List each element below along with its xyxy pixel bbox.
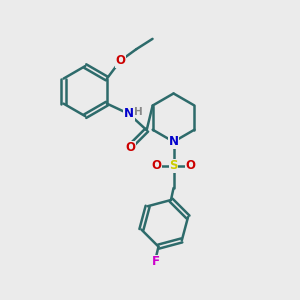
Text: O: O [152,159,161,172]
Text: O: O [186,159,196,172]
Text: O: O [115,54,125,68]
Text: N: N [124,107,134,120]
Text: S: S [169,159,178,172]
Text: H: H [134,106,143,117]
Text: O: O [125,141,136,154]
Text: F: F [152,255,160,268]
Text: N: N [169,135,178,148]
